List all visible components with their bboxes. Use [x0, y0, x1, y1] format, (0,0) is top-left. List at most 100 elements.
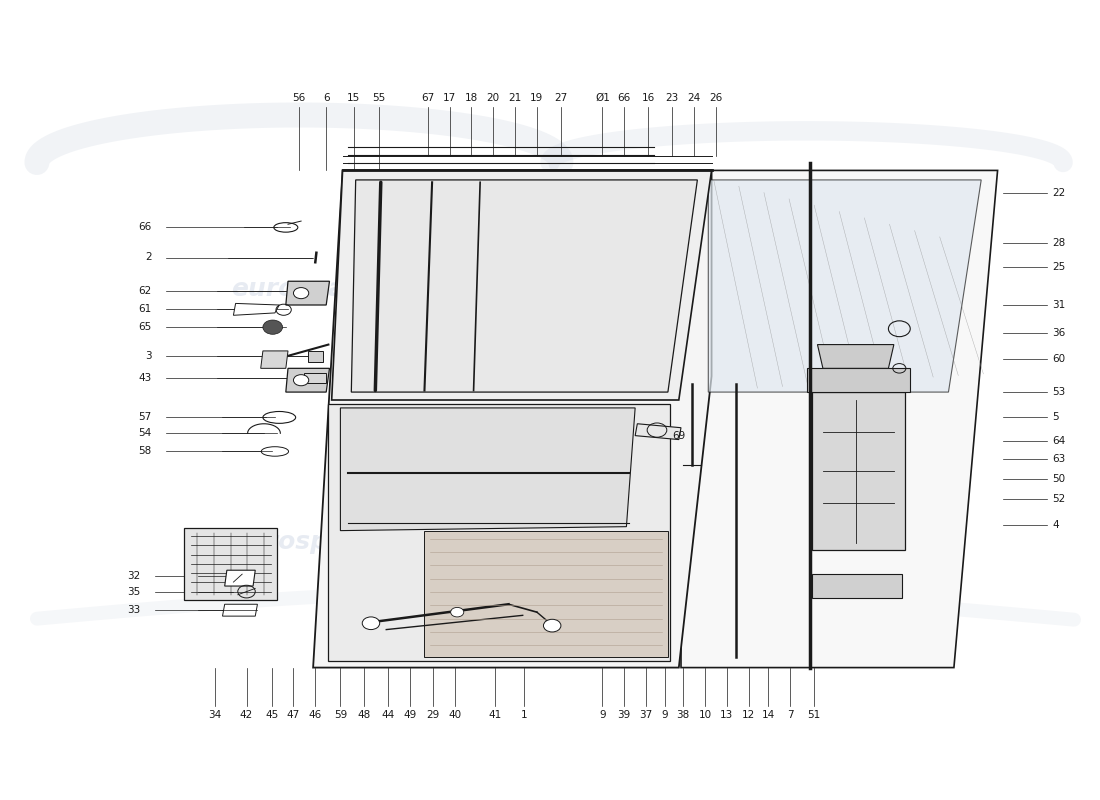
Text: 65: 65 [139, 322, 152, 332]
Text: 27: 27 [554, 93, 568, 103]
Text: 17: 17 [443, 93, 456, 103]
Text: Ø1: Ø1 [595, 93, 609, 103]
Text: 4: 4 [1053, 520, 1059, 530]
Text: 1: 1 [520, 710, 527, 720]
Circle shape [294, 374, 309, 386]
Text: 36: 36 [1053, 328, 1066, 338]
Text: 7: 7 [786, 710, 793, 720]
Text: 28: 28 [1053, 238, 1066, 248]
Polygon shape [351, 180, 697, 392]
Text: 32: 32 [128, 570, 141, 581]
Text: 52: 52 [1053, 494, 1066, 504]
Text: 9: 9 [661, 710, 668, 720]
Text: eurospares: eurospares [635, 530, 793, 554]
Text: 44: 44 [382, 710, 395, 720]
Text: 64: 64 [1053, 436, 1066, 446]
Polygon shape [308, 351, 323, 362]
Polygon shape [286, 282, 330, 305]
Polygon shape [708, 180, 981, 392]
Text: 22: 22 [1053, 187, 1066, 198]
Text: 19: 19 [530, 93, 543, 103]
Circle shape [294, 287, 309, 298]
Text: 20: 20 [486, 93, 499, 103]
Text: 2: 2 [145, 253, 152, 262]
Text: 33: 33 [128, 605, 141, 614]
Text: 21: 21 [508, 93, 521, 103]
Text: 24: 24 [688, 93, 701, 103]
Text: 48: 48 [358, 710, 371, 720]
Polygon shape [332, 170, 712, 400]
Text: 56: 56 [293, 93, 306, 103]
Text: 34: 34 [208, 710, 221, 720]
Polygon shape [681, 170, 998, 667]
Text: 10: 10 [698, 710, 712, 720]
Text: 69: 69 [672, 430, 685, 441]
Text: 43: 43 [139, 373, 152, 383]
Text: 29: 29 [427, 710, 440, 720]
Circle shape [543, 619, 561, 632]
Text: 35: 35 [128, 586, 141, 597]
Text: 59: 59 [333, 710, 346, 720]
Text: 38: 38 [676, 710, 690, 720]
Text: 15: 15 [346, 93, 360, 103]
Polygon shape [314, 170, 712, 667]
Text: 47: 47 [287, 710, 300, 720]
Text: eurospares: eurospares [231, 277, 389, 301]
Text: 41: 41 [488, 710, 502, 720]
Polygon shape [261, 351, 288, 368]
Polygon shape [233, 303, 279, 315]
Text: 18: 18 [465, 93, 478, 103]
Polygon shape [817, 345, 894, 368]
Text: 14: 14 [761, 710, 776, 720]
Text: 60: 60 [1053, 354, 1065, 364]
Polygon shape [286, 368, 330, 392]
Text: 66: 66 [617, 93, 631, 103]
Text: 26: 26 [710, 93, 723, 103]
Circle shape [263, 320, 283, 334]
Polygon shape [185, 528, 277, 599]
Text: eurospares: eurospares [635, 277, 793, 301]
Circle shape [451, 607, 464, 617]
Polygon shape [812, 574, 902, 598]
Text: 51: 51 [807, 710, 821, 720]
Polygon shape [635, 424, 681, 439]
Text: 55: 55 [372, 93, 385, 103]
Text: 5: 5 [1053, 413, 1059, 422]
Text: 46: 46 [309, 710, 322, 720]
Text: 6: 6 [323, 93, 330, 103]
Text: 25: 25 [1053, 262, 1066, 272]
Text: 12: 12 [742, 710, 756, 720]
Text: 62: 62 [139, 286, 152, 296]
Polygon shape [806, 368, 910, 392]
Circle shape [362, 617, 380, 630]
Text: 9: 9 [600, 710, 606, 720]
Text: 16: 16 [641, 93, 654, 103]
Text: 13: 13 [720, 710, 734, 720]
Text: 42: 42 [240, 710, 253, 720]
Text: 45: 45 [265, 710, 278, 720]
Polygon shape [340, 408, 635, 530]
Text: 39: 39 [617, 710, 631, 720]
Text: 54: 54 [139, 428, 152, 438]
Text: 23: 23 [666, 93, 679, 103]
Polygon shape [224, 570, 255, 586]
Text: 63: 63 [1053, 454, 1066, 464]
Text: 50: 50 [1053, 474, 1065, 484]
Polygon shape [222, 604, 257, 616]
Text: 49: 49 [404, 710, 417, 720]
Text: 31: 31 [1053, 300, 1066, 310]
Polygon shape [305, 373, 327, 382]
Text: 58: 58 [139, 446, 152, 457]
Text: eurospares: eurospares [231, 530, 389, 554]
Text: 57: 57 [139, 413, 152, 422]
Text: 40: 40 [449, 710, 462, 720]
Text: 67: 67 [421, 93, 434, 103]
Polygon shape [425, 530, 668, 658]
Text: 66: 66 [139, 222, 152, 233]
Text: 53: 53 [1053, 387, 1066, 397]
Polygon shape [812, 392, 905, 550]
Polygon shape [329, 404, 670, 662]
Text: 37: 37 [639, 710, 652, 720]
Text: 3: 3 [145, 351, 152, 362]
Text: 61: 61 [139, 304, 152, 314]
